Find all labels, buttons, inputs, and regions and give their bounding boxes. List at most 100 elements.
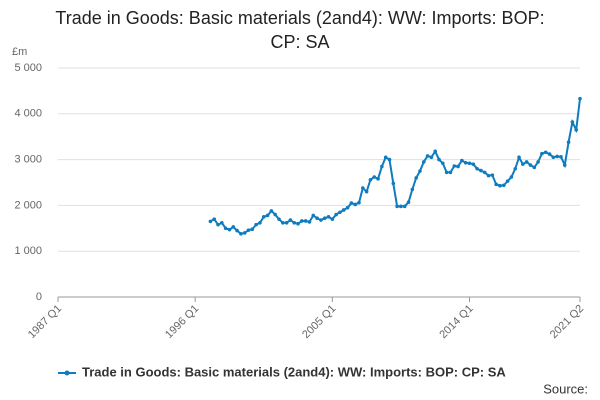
data-point [383,155,388,160]
data-point [242,231,247,235]
legend-marker [64,370,70,376]
data-point [501,183,506,188]
data-point [250,227,255,232]
chart-title: Trade in Goods: Basic materials (2and4):… [55,8,545,52]
data-point [322,216,327,221]
data-point [296,221,300,226]
data-point [494,182,498,187]
data-point [231,225,236,229]
data-point [349,201,354,205]
data-point [391,181,396,186]
data-point [307,220,312,224]
y-tick-label: 1 000 [14,245,42,257]
data-point [311,213,316,218]
data-point [521,162,525,166]
data-point [425,154,430,158]
data-point [254,222,258,227]
data-point [414,176,418,180]
data-point [277,217,281,221]
x-tick-label: 1987 Q1 [26,303,64,341]
data-point [513,166,518,171]
data-point [460,158,464,163]
data-point [402,204,407,209]
y-tick-label: 0 [36,291,42,303]
data-point [341,208,346,212]
data-point [212,217,217,221]
data-point [239,231,243,236]
data-point [429,155,434,160]
data-point [387,157,392,162]
data-point [380,164,384,169]
y-tick-label: 3 000 [14,154,42,166]
x-tick-label: 2005 Q1 [300,303,338,341]
data-point [300,219,304,223]
data-point [448,170,453,175]
data-point [498,183,502,188]
series-line [209,98,581,235]
data-point [566,140,571,144]
legend-label: Trade in Goods: Basic materials (2and4):… [82,364,506,379]
data-point [433,149,438,154]
data-point [517,155,521,160]
data-point [475,166,479,171]
data-point [364,189,369,194]
data-point [227,227,232,232]
data-point [235,228,239,233]
data-point [471,162,476,166]
data-point [281,221,285,225]
data-point [479,168,483,173]
data-point [334,212,338,217]
data-point [463,161,468,165]
data-point [574,128,578,132]
data-point [372,175,377,179]
data-point [216,222,220,227]
data-point [361,186,365,190]
y-tick-label: 4 000 [14,108,42,120]
data-point [284,221,289,225]
data-point [505,179,510,183]
data-point [532,165,537,170]
data-point [578,96,582,101]
data-point [524,160,529,164]
data-point [269,209,274,213]
data-point [292,221,297,225]
data-point [223,226,228,231]
data-point [555,154,559,159]
data-point [437,157,441,162]
data-point [319,218,323,222]
data-point [376,177,380,181]
data-point [338,210,342,215]
data-point [410,187,415,192]
data-point [220,221,224,225]
data-point [570,120,575,124]
data-point [273,212,277,217]
y-tick-label: 5 000 [14,62,42,74]
data-point [357,200,361,205]
data-point [315,216,319,221]
data-point [288,218,293,222]
data-point [368,177,373,182]
data-point [353,202,357,207]
data-point [208,219,213,224]
data-point [261,215,266,219]
data-point [452,164,457,168]
data-point [456,164,460,169]
data-point [562,163,567,167]
data-point [326,215,331,219]
data-point [406,200,411,204]
data-point [551,155,556,160]
data-point [528,163,533,167]
data-point [265,213,270,218]
data-point [543,150,548,155]
data-point [467,161,472,166]
data-point [444,170,449,175]
source: Source: [543,381,588,396]
x-tick-label: 2014 Q1 [437,303,475,341]
y-unit: £m [12,46,27,58]
data-point [330,217,335,221]
data-point [395,204,399,209]
x-tick-label: 1996 Q1 [163,303,201,341]
y-tick-label: 2 000 [14,199,42,211]
